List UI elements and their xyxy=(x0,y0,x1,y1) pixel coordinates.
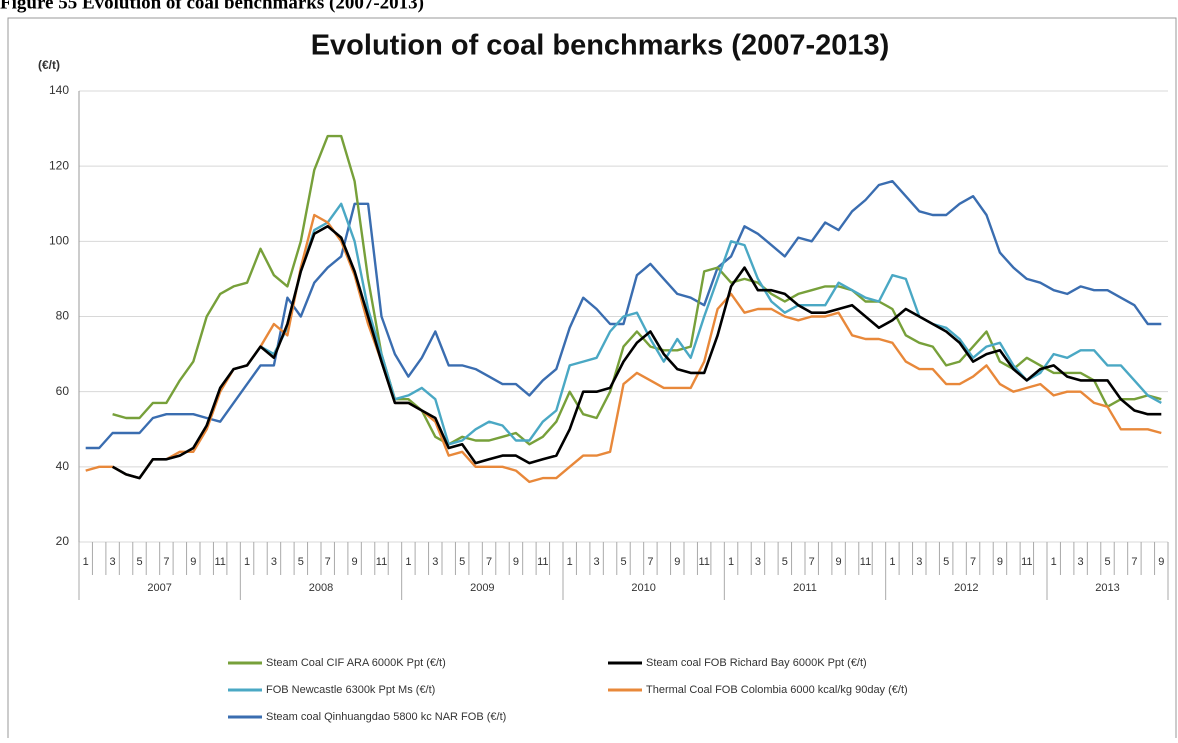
x-tick-label: 11 xyxy=(1021,556,1032,568)
y-tick-label: 20 xyxy=(56,534,70,548)
chart-title: Evolution of coal benchmarks (2007-2013) xyxy=(311,30,890,62)
chart-border xyxy=(7,17,1177,743)
series-line xyxy=(85,180,1162,450)
x-tick-label: 1 xyxy=(728,556,734,568)
x-tick-label: 7 xyxy=(325,556,331,568)
x-tick-label: 9 xyxy=(513,556,519,568)
x-tick-label: 3 xyxy=(594,556,600,568)
x-tick-label: 7 xyxy=(163,556,169,568)
x-tick-label: 1 xyxy=(83,556,89,568)
x-tick-label: 5 xyxy=(459,556,465,568)
x-tick-label: 9 xyxy=(352,556,358,568)
figure-caption: Figure 55 Evolution of coal benchmarks (… xyxy=(0,0,424,13)
x-tick-label: 1 xyxy=(1051,556,1057,568)
x-tick-label: 11 xyxy=(214,556,225,568)
x-tick-label: 1 xyxy=(405,556,411,568)
y-tick-label: 60 xyxy=(56,384,70,398)
series-line xyxy=(85,213,1162,484)
x-tick-label: 9 xyxy=(674,556,680,568)
x-tick-label: 5 xyxy=(136,556,142,568)
x-tick-label: 11 xyxy=(537,556,548,568)
x-tick-label: 11 xyxy=(376,556,387,568)
x-tick-label: 9 xyxy=(190,556,196,568)
y-tick-label: 140 xyxy=(49,83,69,97)
year-label: 2011 xyxy=(793,582,817,594)
year-label: 2010 xyxy=(631,582,655,594)
y-tick-label: 100 xyxy=(49,234,69,248)
legend-label: Steam Coal CIF ARA 6000K Ppt (€/t) xyxy=(266,657,446,669)
year-label: 2007 xyxy=(147,582,171,594)
x-tick-label: 11 xyxy=(698,556,709,568)
x-tick-label: 3 xyxy=(110,556,116,568)
x-tick-label: 9 xyxy=(836,556,842,568)
series-line xyxy=(112,134,1162,446)
y-tick-label: 40 xyxy=(56,459,70,473)
y-tick-label: 120 xyxy=(49,158,69,172)
series-line xyxy=(112,202,1162,480)
x-tick-label: 3 xyxy=(1078,556,1084,568)
x-tick-label: 5 xyxy=(620,556,626,568)
legend-label: FOB Newcastle 6300k Ppt Ms (€/t) xyxy=(266,684,435,696)
x-tick-label: 7 xyxy=(1131,556,1137,568)
x-tick-label: 1 xyxy=(889,556,895,568)
y-tick-label: 80 xyxy=(56,309,70,323)
x-tick-label: 5 xyxy=(943,556,949,568)
x-tick-label: 5 xyxy=(782,556,788,568)
x-tick-label: 9 xyxy=(1158,556,1164,568)
year-label: 2012 xyxy=(954,582,978,594)
x-tick-label: 1 xyxy=(244,556,250,568)
x-tick-label: 11 xyxy=(860,556,871,568)
y-axis-label: (€/t) xyxy=(38,58,60,72)
x-tick-label: 3 xyxy=(916,556,922,568)
year-label: 2008 xyxy=(309,582,333,594)
legend-label: Steam coal Qinhuangdao 5800 kc NAR FOB (… xyxy=(266,711,506,723)
x-tick-label: 7 xyxy=(809,556,815,568)
x-tick-label: 5 xyxy=(298,556,304,568)
x-tick-label: 5 xyxy=(1104,556,1110,568)
legend-label: Steam coal FOB Richard Bay 6000K Ppt (€/… xyxy=(646,657,867,669)
legend-label: Thermal Coal FOB Colombia 6000 kcal/kg 9… xyxy=(646,684,908,696)
series-line xyxy=(111,225,1162,480)
x-tick-label: 3 xyxy=(271,556,277,568)
x-tick-label: 3 xyxy=(755,556,761,568)
x-tick-label: 7 xyxy=(647,556,653,568)
year-label: 2013 xyxy=(1095,582,1119,594)
x-tick-label: 7 xyxy=(486,556,492,568)
year-label: 2009 xyxy=(470,582,494,594)
x-tick-label: 1 xyxy=(567,556,573,568)
x-tick-label: 9 xyxy=(997,556,1003,568)
x-tick-label: 3 xyxy=(432,556,438,568)
x-tick-label: 7 xyxy=(970,556,976,568)
